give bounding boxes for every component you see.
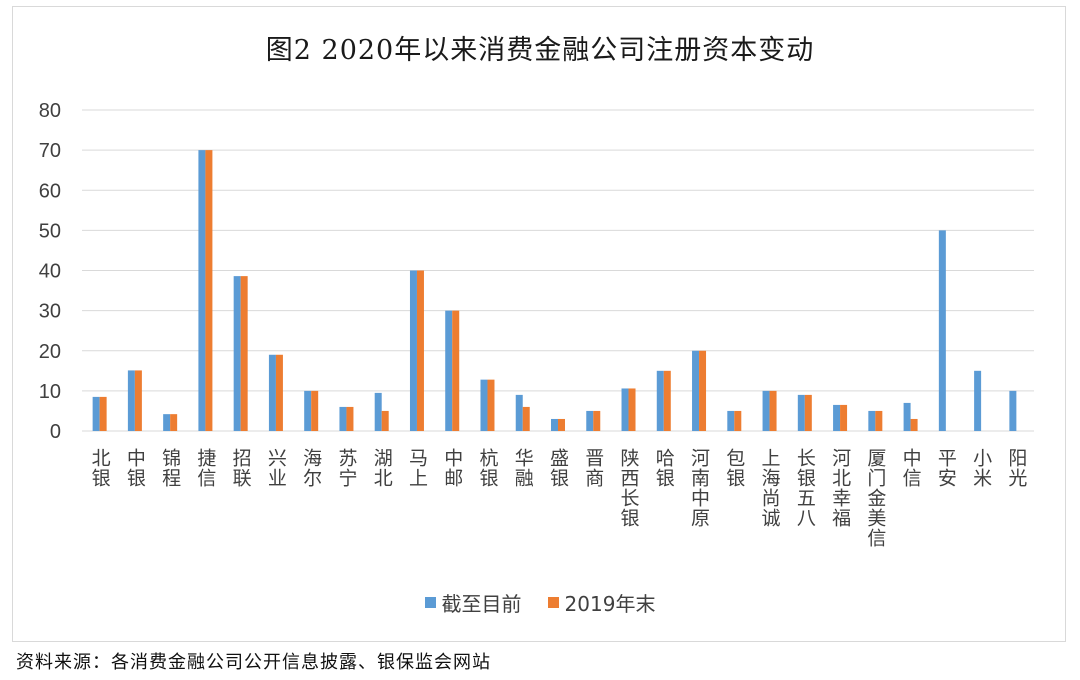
source-note: 资料来源：各消费金融公司公开信息披露、银保监会网站 bbox=[16, 652, 491, 673]
bar-2019 bbox=[205, 150, 213, 431]
legend-item-2019: 2019年末 bbox=[547, 588, 656, 617]
y-tick-label: 50 bbox=[39, 220, 61, 242]
x-tick-label: 中邮 bbox=[441, 448, 463, 488]
bar-current bbox=[762, 390, 770, 431]
bar-2019 bbox=[804, 394, 812, 431]
bar-current bbox=[268, 354, 276, 431]
bar-2019 bbox=[99, 396, 107, 431]
bar-current bbox=[903, 402, 911, 431]
x-tick-label: 厦门金美信 bbox=[864, 448, 886, 548]
x-tick-label: 平安 bbox=[935, 448, 957, 488]
y-tick-label: 10 bbox=[39, 381, 61, 403]
chart-title: 图2 2020年以来消费金融公司注册资本变动 bbox=[265, 35, 815, 66]
bar-current bbox=[797, 394, 805, 431]
bar-2019 bbox=[734, 410, 742, 431]
x-tick-label: 苏宁 bbox=[335, 448, 357, 488]
y-tick-label: 20 bbox=[39, 341, 61, 363]
x-tick-label: 中银 bbox=[124, 448, 146, 488]
bar-current bbox=[974, 370, 982, 431]
y-tick-label: 80 bbox=[39, 100, 61, 122]
bar-2019 bbox=[840, 404, 848, 431]
bar-2019 bbox=[769, 390, 777, 431]
bar-2019 bbox=[628, 388, 636, 431]
x-tick-label: 海尔 bbox=[300, 448, 322, 488]
x-tick-label: 盛银 bbox=[547, 448, 569, 488]
bar-2019 bbox=[134, 370, 142, 431]
bar-current bbox=[621, 388, 629, 431]
y-tick-label: 70 bbox=[39, 140, 61, 162]
bar-current bbox=[233, 276, 241, 431]
x-tick-label: 杭银 bbox=[476, 448, 498, 488]
bar-2019 bbox=[593, 410, 601, 431]
bar-2019 bbox=[452, 310, 460, 431]
bar-current bbox=[727, 410, 735, 431]
x-tick-label: 河南中原 bbox=[688, 448, 710, 528]
bar-2019 bbox=[558, 418, 565, 431]
bar-2019 bbox=[240, 276, 248, 431]
bar-current bbox=[92, 396, 100, 431]
x-tick-label: 晋商 bbox=[582, 448, 604, 488]
x-tick-label: 上海尚诚 bbox=[759, 448, 781, 528]
bar-2019 bbox=[699, 350, 707, 431]
y-tick-label: 0 bbox=[50, 421, 61, 443]
bar-current bbox=[551, 418, 558, 431]
legend-label-current: 截至目前 bbox=[441, 592, 522, 616]
bar-current bbox=[374, 392, 382, 431]
bar-current bbox=[938, 230, 946, 431]
x-tick-label: 哈银 bbox=[653, 448, 675, 488]
y-tick-label: 40 bbox=[39, 261, 61, 283]
bar-2019 bbox=[381, 410, 389, 431]
bar-current bbox=[198, 150, 206, 431]
x-tick-label: 华融 bbox=[512, 448, 534, 488]
legend-swatch-2019 bbox=[547, 597, 559, 608]
legend-item-current: 截至目前 bbox=[424, 588, 522, 617]
bar-current bbox=[445, 310, 453, 431]
bar-2019 bbox=[663, 370, 671, 431]
legend-swatch-current bbox=[424, 597, 436, 608]
bar-current bbox=[480, 379, 488, 431]
x-tick-label: 中信 bbox=[900, 448, 922, 488]
bar-current bbox=[304, 390, 312, 431]
x-tick-label: 兴业 bbox=[265, 448, 287, 488]
bar-current bbox=[868, 410, 876, 431]
bar-current bbox=[515, 394, 523, 431]
bar-2019 bbox=[170, 414, 178, 431]
bar-current bbox=[339, 406, 347, 431]
bar-current bbox=[692, 350, 700, 431]
bar-2019 bbox=[275, 354, 283, 431]
bar-current bbox=[1009, 390, 1017, 431]
bar-2019 bbox=[875, 410, 883, 431]
x-tick-label: 捷信 bbox=[194, 448, 216, 488]
bar-current bbox=[586, 410, 594, 431]
chart-legend: 截至目前 2019年末 bbox=[0, 588, 1080, 617]
bar-current bbox=[127, 370, 135, 431]
bar-current bbox=[656, 370, 664, 431]
bar-2019 bbox=[522, 406, 530, 431]
x-tick-label: 马上 bbox=[406, 448, 428, 488]
x-tick-label: 小米 bbox=[970, 448, 992, 488]
bar-current bbox=[163, 414, 171, 431]
x-tick-label: 湖北 bbox=[371, 448, 393, 488]
x-tick-label: 招联 bbox=[230, 448, 252, 488]
bar-2019 bbox=[910, 418, 918, 431]
y-tick-label: 60 bbox=[39, 180, 61, 202]
bar-2019 bbox=[346, 406, 354, 431]
bar-2019 bbox=[311, 390, 319, 431]
x-tick-label: 长银五八 bbox=[794, 448, 816, 528]
bar-current bbox=[833, 404, 841, 431]
bar-2019 bbox=[487, 379, 495, 431]
x-tick-label: 陕西长银 bbox=[618, 448, 640, 528]
bar-current bbox=[409, 270, 417, 431]
x-tick-label: 河北幸福 bbox=[829, 448, 851, 528]
x-tick-label: 锦程 bbox=[159, 448, 181, 488]
x-tick-label: 阳光 bbox=[1005, 448, 1027, 488]
legend-label-2019: 2019年末 bbox=[564, 592, 656, 616]
chart-frame bbox=[12, 6, 1066, 642]
y-tick-label: 30 bbox=[39, 301, 61, 323]
bar-2019 bbox=[416, 270, 424, 431]
x-tick-label: 北银 bbox=[89, 448, 111, 488]
x-tick-label: 包银 bbox=[723, 448, 745, 488]
